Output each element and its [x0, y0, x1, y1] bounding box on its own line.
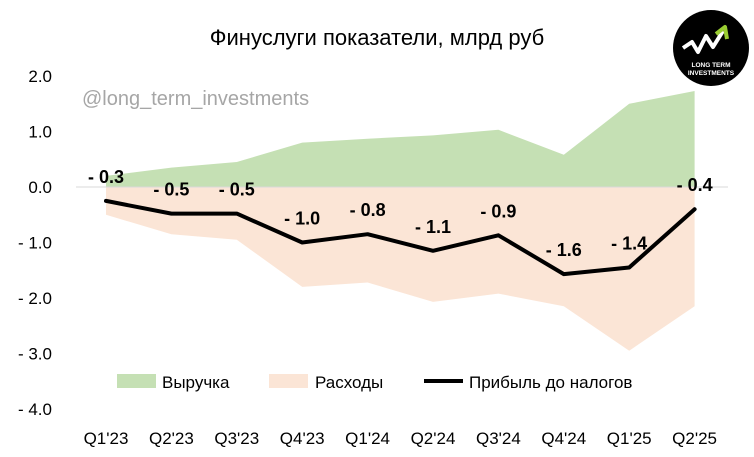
logo-circle [673, 10, 749, 86]
x-tick-label: Q2'24 [411, 429, 456, 448]
data-label: - 1.1 [415, 217, 451, 237]
x-axis-ticks: Q1'23 Q2'23 Q3'23 Q4'23 Q1'24 Q2'24 Q3'24 Q4'24… [84, 429, 717, 448]
legend-label-profit: Прибыль до налогов [469, 373, 632, 392]
y-axis-ticks: 2.0 1.0 0.0 - 1.0 - 2.0 - 3.0 - 4.0 [18, 67, 52, 419]
legend-swatch-revenue [117, 374, 156, 388]
watermark: @long_term_investments [82, 88, 309, 110]
data-label: - 0.8 [350, 200, 386, 220]
data-labels: - 0.3 - 0.5 - 0.5 - 1.0 - 0.8 - 1.1 - 0.9 - 1.6… [88, 167, 713, 260]
legend-label-revenue: Выручка [162, 373, 230, 392]
logo-text-2: INVESTMENTS [688, 70, 735, 77]
revenue-area [106, 91, 695, 187]
logo-chart-icon [681, 29, 725, 54]
y-tick-label: - 2.0 [18, 289, 52, 308]
expenses-area [106, 187, 695, 351]
y-tick-label: - 1.0 [18, 234, 52, 253]
x-tick-label: Q2'23 [149, 429, 194, 448]
data-label: - 0.9 [480, 201, 516, 221]
data-label: - 1.4 [611, 234, 647, 254]
chart-title: Финуслуги показатели, млрд руб [210, 25, 544, 50]
legend-label-expenses: Расходы [315, 373, 383, 392]
data-label: - 0.5 [219, 180, 255, 200]
profit-line-group [104, 198, 697, 277]
y-tick-label: 2.0 [28, 67, 52, 86]
profit-line [104, 198, 697, 277]
x-tick-label: Q1'25 [607, 429, 652, 448]
logo-text-1: LONG TERM [692, 62, 731, 69]
data-label: - 0.5 [153, 180, 189, 200]
x-tick-label: Q2'25 [672, 429, 717, 448]
x-tick-label: Q1'24 [345, 429, 390, 448]
legend: Выручка Расходы Прибыль до налогов [117, 373, 632, 392]
y-tick-label: 1.0 [28, 123, 52, 142]
logo: LONG TERM INVESTMENTS [673, 10, 749, 86]
y-tick-label: - 4.0 [18, 400, 52, 419]
x-tick-label: Q3'23 [214, 429, 259, 448]
x-tick-label: Q3'24 [476, 429, 521, 448]
data-label: - 0.4 [677, 175, 713, 195]
legend-swatch-expenses [269, 374, 308, 388]
x-tick-label: Q4'24 [541, 429, 586, 448]
data-label: - 0.3 [88, 167, 124, 187]
logo-arrow-icon [714, 25, 729, 40]
data-label: - 1.0 [284, 209, 320, 229]
x-tick-label: Q4'23 [280, 429, 325, 448]
x-tick-label: Q1'23 [84, 429, 129, 448]
data-label: - 1.6 [546, 240, 582, 260]
y-tick-label: 0.0 [28, 178, 52, 197]
plot-areas [106, 91, 695, 351]
y-tick-label: - 3.0 [18, 345, 52, 364]
